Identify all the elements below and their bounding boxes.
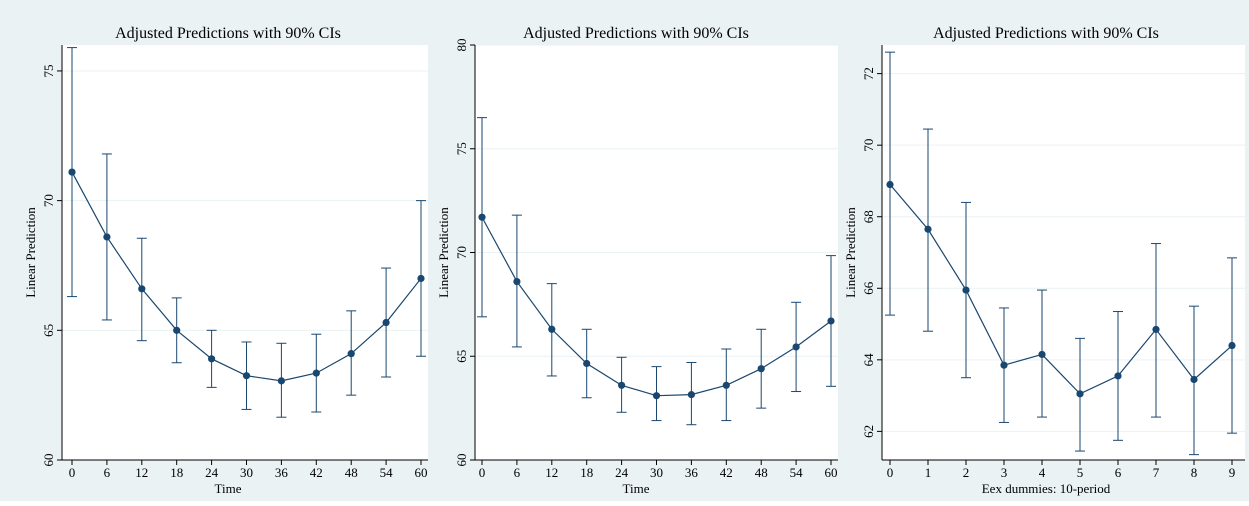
data-point (173, 326, 181, 334)
data-point (1000, 361, 1008, 369)
y-axis-label: Linear Prediction (23, 207, 38, 298)
x-tick-label: 6 (514, 465, 521, 480)
data-point (208, 355, 216, 363)
data-point (277, 377, 285, 385)
x-tick-label: 7 (1153, 465, 1160, 480)
data-point (886, 180, 894, 189)
plot-area (882, 45, 1245, 460)
x-tick-label: 48 (755, 465, 768, 480)
chart-panel-1: 60 65 70 75 0 6 12 18 24 30 36 42 48 54 60 Adjusted Pre… (23, 25, 428, 496)
x-tick-label: 6 (104, 465, 111, 480)
data-point (1038, 350, 1046, 359)
x-tick-label: 36 (275, 465, 289, 480)
data-point (827, 317, 835, 325)
chart-panel-2: 60 65 70 75 80 0 6 12 18 24 30 36 42 48 54 60 Adjusted P… (436, 25, 838, 496)
y-tick-label: 72 (861, 67, 876, 80)
x-tick-label: 24 (615, 465, 629, 480)
x-tick-label: 30 (650, 465, 663, 480)
data-point (618, 381, 626, 389)
x-tick-label: 54 (380, 465, 394, 480)
data-point (722, 381, 730, 389)
x-axis-label: Time (623, 481, 650, 496)
data-point (68, 168, 76, 176)
y-tick-label: 70 (861, 139, 876, 152)
y-tick-label: 60 (454, 454, 469, 467)
chart-panel-3: 62 64 66 68 70 72 0 1 2 3 4 5 6 7 8 9 Adjusted Predictio… (843, 25, 1245, 496)
x-tick-label: 8 (1191, 465, 1198, 480)
x-tick-label: 0 (887, 465, 894, 480)
data-point (757, 365, 765, 373)
x-tick-label: 2 (963, 465, 970, 480)
x-tick-label: 42 (720, 465, 733, 480)
x-tick-label: 18 (170, 465, 183, 480)
x-tick-label: 30 (240, 465, 253, 480)
x-tick-label: 5 (1077, 465, 1084, 480)
x-tick-label: 42 (310, 465, 323, 480)
y-tick-label: 75 (41, 64, 56, 77)
data-point (1152, 325, 1160, 334)
data-point (382, 318, 390, 327)
chart-title: Adjusted Predictions with 90% CIs (933, 25, 1159, 42)
data-point (513, 277, 521, 286)
y-tick-label: 75 (454, 142, 469, 155)
x-tick-label: 0 (479, 465, 486, 480)
y-tick-label: 65 (41, 324, 56, 337)
x-tick-label: 36 (685, 465, 699, 480)
data-point (1228, 341, 1236, 350)
x-axis-label: Time (215, 481, 242, 496)
chart-title: Adjusted Predictions with 90% CIs (523, 25, 749, 42)
data-point (138, 285, 146, 293)
x-tick-label: 12 (135, 465, 148, 480)
x-tick-label: 54 (790, 465, 804, 480)
data-point (312, 369, 320, 377)
data-point (652, 392, 661, 400)
y-tick-label: 68 (861, 210, 876, 223)
x-tick-label: 18 (580, 465, 593, 480)
plot-area (62, 45, 428, 460)
x-tick-label: 6 (1115, 465, 1122, 480)
y-tick-label: 80 (454, 39, 469, 52)
x-tick-label: 48 (345, 465, 358, 480)
data-point (687, 391, 696, 399)
data-point (1114, 372, 1122, 380)
y-tick-label: 60 (41, 454, 56, 467)
y-tick-label: 62 (861, 425, 876, 438)
data-point (242, 372, 251, 380)
x-axis-label: Eex dummies: 10-period (982, 481, 1111, 496)
x-tick-label: 60 (415, 465, 428, 480)
y-tick-label: 65 (454, 350, 469, 363)
x-tick-label: 60 (825, 465, 838, 480)
data-point (1076, 390, 1084, 398)
series-line (889, 184, 1233, 395)
x-tick-label: 12 (545, 465, 558, 480)
y-tick-label: 70 (454, 246, 469, 259)
y-axis-label: Linear Prediction (843, 207, 858, 298)
y-tick-label: 66 (861, 281, 876, 295)
x-tick-label: 0 (69, 465, 76, 480)
chart-title: Adjusted Predictions with 90% CIs (115, 25, 341, 42)
data-point (417, 274, 425, 283)
x-tick-label: 9 (1229, 465, 1236, 480)
y-axis-label: Linear Prediction (436, 207, 451, 298)
y-tick-label: 64 (861, 353, 876, 367)
x-tick-label: 24 (205, 465, 219, 480)
data-point (962, 286, 970, 294)
x-tick-label: 3 (1001, 465, 1008, 480)
data-point (792, 343, 800, 351)
data-point (924, 225, 932, 233)
data-point (583, 359, 591, 368)
data-point (347, 350, 355, 358)
data-point (478, 213, 486, 221)
data-point (548, 325, 556, 333)
y-tick-label: 70 (41, 194, 56, 207)
data-point (1190, 375, 1198, 384)
data-point (103, 233, 111, 241)
x-tick-label: 4 (1039, 465, 1046, 480)
x-tick-label: 1 (925, 465, 932, 480)
